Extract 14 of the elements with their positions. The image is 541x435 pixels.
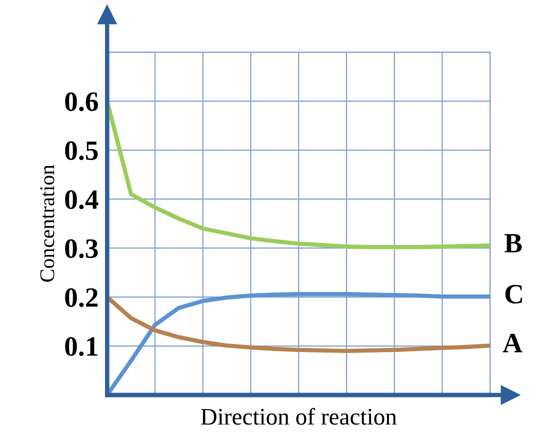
series-label: B — [504, 234, 522, 252]
y-tick-label: 0.5 — [65, 141, 98, 160]
y-tick-label: 0.3 — [65, 239, 98, 258]
y-axis-title: Concentration — [40, 164, 54, 282]
line-series — [107, 294, 490, 353]
y-tick-label: 0.6 — [65, 92, 98, 112]
x-axis-title: Direction of reaction — [200, 408, 397, 425]
y-tick-label: 0.1 — [65, 337, 98, 356]
series-label: C — [505, 284, 522, 304]
series-label: A — [502, 334, 522, 352]
line-series — [107, 99, 490, 250]
line-series — [107, 292, 490, 395]
y-tick-label: 0.4 — [65, 190, 98, 210]
y-tick-label: 0.2 — [65, 288, 98, 308]
